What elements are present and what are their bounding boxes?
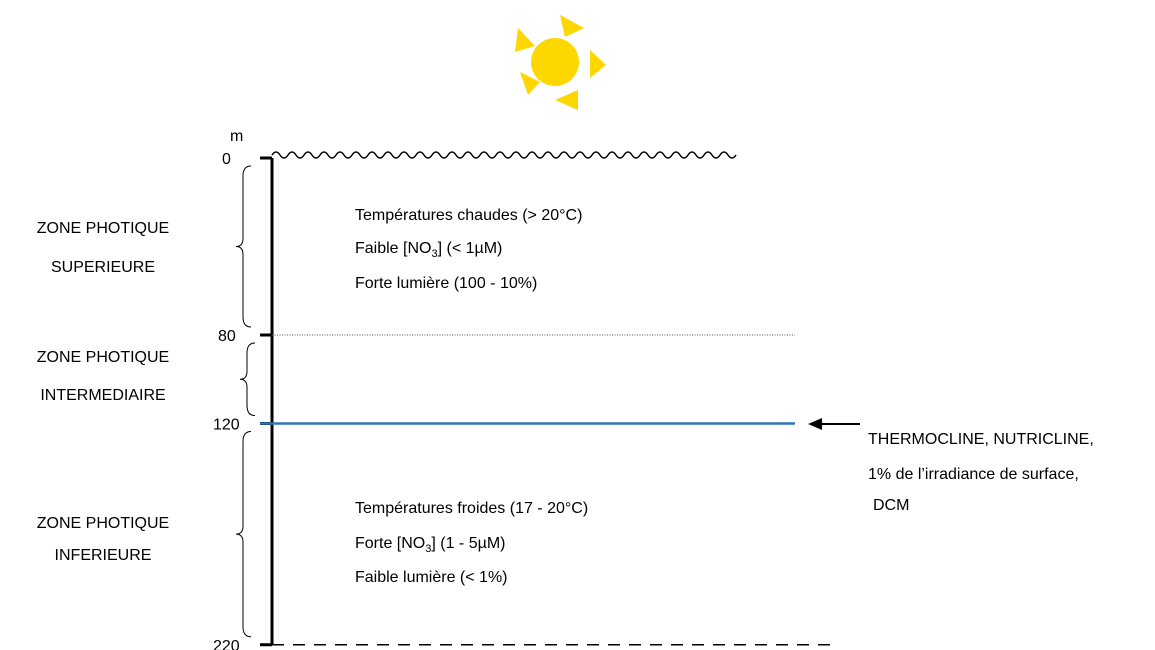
text-part: Faible [NO: [355, 240, 431, 257]
arrow-head: [808, 418, 822, 430]
brace: [239, 342, 256, 416]
sun-ray: [560, 15, 584, 37]
thermocline-label: THERMOCLINE, NUTRICLINE,: [868, 431, 1094, 448]
text-part: ] (< 1µM): [438, 240, 503, 257]
thermocline-label: DCM: [873, 497, 909, 514]
text-part: Forte [NO: [355, 535, 425, 552]
sun-ray: [590, 50, 606, 78]
sun: [515, 15, 606, 110]
zone-label: INTERMEDIAIRE: [40, 387, 165, 404]
zone-label: INFERIEURE: [55, 547, 152, 564]
zone-label: ZONE PHOTIQUE: [37, 349, 169, 366]
depth-label: 220: [213, 638, 240, 650]
text-part: Forte lumière (100 - 10%): [355, 275, 537, 292]
depth-label: 120: [213, 417, 240, 434]
zone-label: ZONE PHOTIQUE: [37, 515, 169, 532]
text-part: Températures froides (17 - 20°C): [355, 500, 588, 517]
brace: [235, 165, 252, 328]
water-surface: [271, 151, 737, 159]
description-line: Faible [NO3] (< 1µM): [355, 240, 502, 260]
text-part: Faible lumière (< 1%): [355, 569, 508, 586]
description-line: Températures froides (17 - 20°C): [355, 500, 588, 517]
sun-ray: [555, 90, 578, 110]
sun-ray: [515, 28, 535, 52]
description-line: Températures chaudes (> 20°C): [355, 207, 582, 224]
zone-label: ZONE PHOTIQUE: [37, 220, 169, 237]
text-part: 3: [431, 248, 437, 260]
depth-label: 80: [218, 328, 236, 345]
unit-label: m: [230, 128, 243, 145]
text-part: Températures chaudes (> 20°C): [355, 207, 582, 224]
description-line: Forte lumière (100 - 10%): [355, 275, 537, 292]
text-part: ] (1 - 5µM): [431, 535, 505, 552]
brace: [235, 431, 252, 638]
description-line: Forte [NO3] (1 - 5µM): [355, 535, 505, 555]
thermocline-label: 1% de l’irradiance de surface,: [868, 466, 1079, 483]
text-part: 3: [425, 543, 431, 555]
depth-label: 0: [222, 151, 231, 168]
zone-label: SUPERIEURE: [51, 259, 155, 276]
sun-ray: [520, 72, 540, 95]
sun-disc: [531, 38, 579, 86]
description-line: Faible lumière (< 1%): [355, 569, 508, 586]
